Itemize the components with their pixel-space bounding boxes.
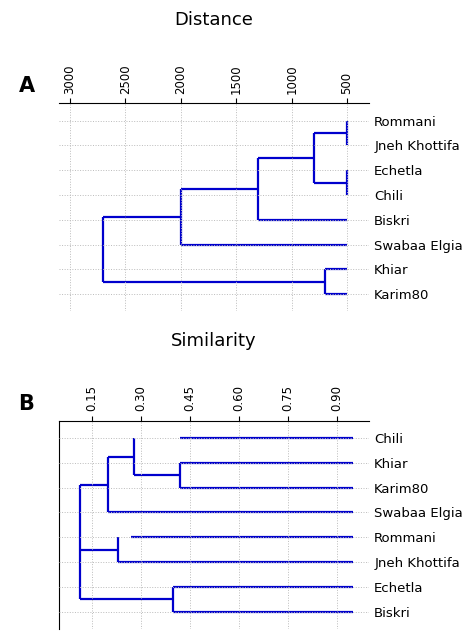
Text: A: A bbox=[18, 76, 35, 96]
Title: Similarity: Similarity bbox=[171, 332, 257, 350]
Title: Distance: Distance bbox=[174, 11, 254, 29]
Text: B: B bbox=[18, 394, 35, 414]
